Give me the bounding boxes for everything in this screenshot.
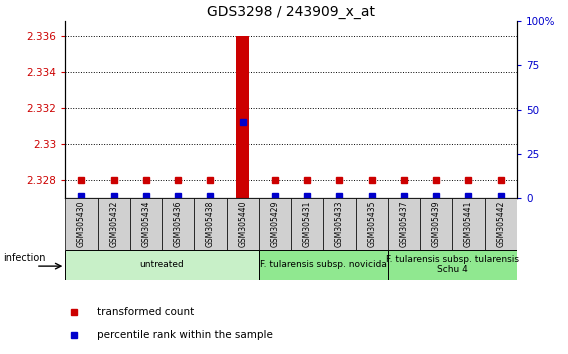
FancyBboxPatch shape xyxy=(323,198,356,250)
Text: GSM305438: GSM305438 xyxy=(206,201,215,247)
FancyBboxPatch shape xyxy=(65,198,98,250)
Text: GSM305437: GSM305437 xyxy=(399,201,408,247)
FancyBboxPatch shape xyxy=(452,198,485,250)
FancyBboxPatch shape xyxy=(356,198,388,250)
FancyBboxPatch shape xyxy=(388,250,517,280)
FancyBboxPatch shape xyxy=(259,250,388,280)
FancyBboxPatch shape xyxy=(65,250,259,280)
Text: GSM305432: GSM305432 xyxy=(109,201,118,247)
Text: GSM305429: GSM305429 xyxy=(270,201,279,247)
Text: GSM305431: GSM305431 xyxy=(303,201,312,247)
FancyBboxPatch shape xyxy=(485,198,517,250)
Text: F. tularensis subsp. tularensis
Schu 4: F. tularensis subsp. tularensis Schu 4 xyxy=(386,255,519,274)
FancyBboxPatch shape xyxy=(227,198,259,250)
Title: GDS3298 / 243909_x_at: GDS3298 / 243909_x_at xyxy=(207,5,375,19)
FancyBboxPatch shape xyxy=(194,198,227,250)
FancyBboxPatch shape xyxy=(259,198,291,250)
Text: GSM305440: GSM305440 xyxy=(238,201,247,247)
Text: infection: infection xyxy=(3,253,46,263)
Text: untreated: untreated xyxy=(140,260,185,269)
FancyBboxPatch shape xyxy=(291,198,323,250)
Text: GSM305441: GSM305441 xyxy=(464,201,473,247)
FancyBboxPatch shape xyxy=(420,198,452,250)
Text: GSM305430: GSM305430 xyxy=(77,201,86,247)
Text: GSM305434: GSM305434 xyxy=(141,201,151,247)
Text: GSM305436: GSM305436 xyxy=(174,201,183,247)
Text: GSM305439: GSM305439 xyxy=(432,201,441,247)
Text: F. tularensis subsp. novicida: F. tularensis subsp. novicida xyxy=(260,260,387,269)
Bar xyxy=(236,36,249,198)
FancyBboxPatch shape xyxy=(162,198,194,250)
Text: transformed count: transformed count xyxy=(97,307,194,318)
FancyBboxPatch shape xyxy=(130,198,162,250)
FancyBboxPatch shape xyxy=(388,198,420,250)
Text: GSM305433: GSM305433 xyxy=(335,201,344,247)
Text: percentile rank within the sample: percentile rank within the sample xyxy=(97,330,273,341)
Text: GSM305442: GSM305442 xyxy=(496,201,506,247)
FancyBboxPatch shape xyxy=(98,198,130,250)
Text: GSM305435: GSM305435 xyxy=(367,201,376,247)
